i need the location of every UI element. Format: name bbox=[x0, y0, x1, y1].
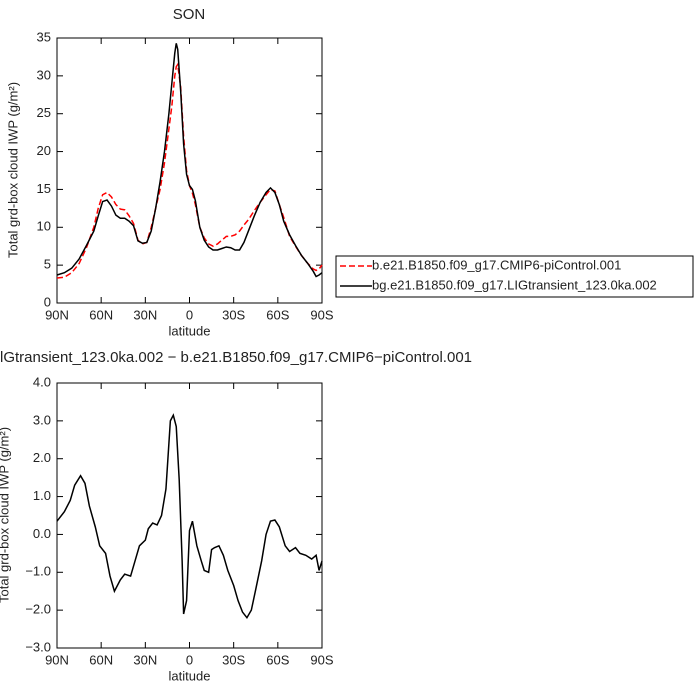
y-tick-label: 30 bbox=[37, 67, 51, 82]
y-tick-label: 10 bbox=[37, 219, 51, 234]
x-tick-label: 30S bbox=[222, 652, 245, 667]
y-tick-label: 5 bbox=[44, 257, 51, 272]
y-tick-label: 3.0 bbox=[33, 412, 51, 427]
y-tick-label: −1.0 bbox=[25, 564, 51, 579]
y-tick-label: −3.0 bbox=[25, 639, 51, 654]
y-tick-label: 2.0 bbox=[33, 450, 51, 465]
y-tick-label: 20 bbox=[37, 143, 51, 158]
x-tick-label: 60S bbox=[266, 652, 289, 667]
y-tick-label: 4.0 bbox=[33, 374, 51, 389]
data-line bbox=[56, 62, 323, 279]
x-axis-label: latitude bbox=[169, 323, 211, 338]
x-axis-label: latitude bbox=[169, 668, 211, 683]
legend-label: bg.e21.B1850.f09_g17.LIGtransient_123.0k… bbox=[372, 277, 657, 292]
y-tick-label: 0.0 bbox=[33, 526, 51, 541]
x-tick-label: 90N bbox=[45, 307, 69, 322]
y-tick-label: −2.0 bbox=[25, 602, 51, 617]
y-tick-label: 25 bbox=[37, 105, 51, 120]
y-tick-label: 15 bbox=[37, 181, 51, 196]
plot-frame bbox=[56, 37, 323, 304]
data-line bbox=[56, 43, 323, 278]
x-tick-label: 60N bbox=[89, 307, 113, 322]
x-tick-label: 60S bbox=[266, 307, 289, 322]
x-tick-label: 30S bbox=[222, 307, 245, 322]
y-tick-label: 0 bbox=[44, 294, 51, 309]
x-tick-label: 0 bbox=[186, 652, 193, 667]
x-tick-label: 90S bbox=[310, 307, 333, 322]
x-tick-label: 90S bbox=[310, 652, 333, 667]
y-tick-label: 1.0 bbox=[33, 488, 51, 503]
y-axis-label: Total grd-box cloud IWP (g/m²) bbox=[0, 427, 11, 603]
y-axis-label: Total grd-box cloud IWP (g/m²) bbox=[5, 82, 20, 258]
chart-title: lGtransient_123.0ka.002 − b.e21.B1850.f0… bbox=[0, 349, 472, 366]
x-tick-label: 0 bbox=[186, 307, 193, 322]
chart-title: SON bbox=[173, 6, 206, 23]
y-tick-label: 35 bbox=[37, 29, 51, 44]
legend-frame bbox=[335, 255, 694, 298]
data-line bbox=[56, 413, 323, 620]
x-tick-label: 60N bbox=[89, 652, 113, 667]
x-tick-label: 90N bbox=[45, 652, 69, 667]
plot-frame bbox=[56, 382, 323, 649]
x-tick-label: 30N bbox=[133, 307, 157, 322]
x-tick-label: 30N bbox=[133, 652, 157, 667]
legend-label: b.e21.B1850.f09_g17.CMIP6-piControl.001 bbox=[372, 257, 621, 272]
